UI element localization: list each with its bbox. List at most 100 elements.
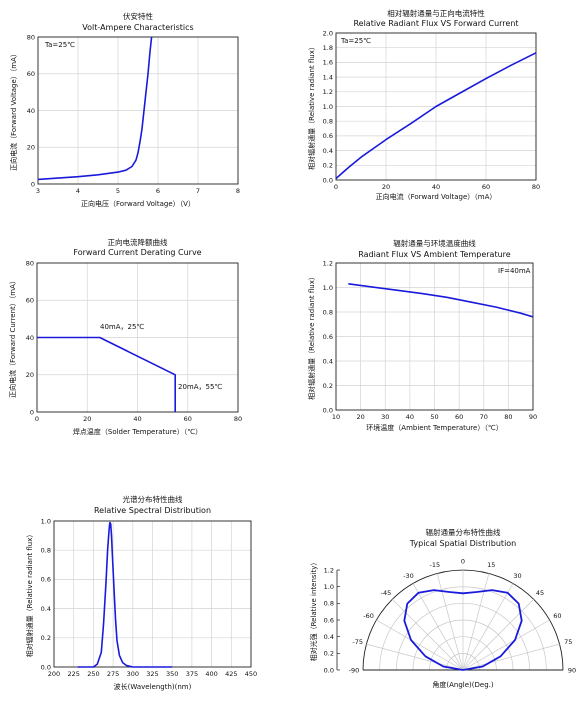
- y-tick-label: 0.0: [323, 176, 333, 184]
- y-tick-label: 0.4: [41, 605, 51, 613]
- x-tick-label: 5: [116, 187, 120, 195]
- angle-label: 45: [536, 589, 544, 597]
- y-tick-label: 0.8: [323, 308, 333, 316]
- y-tick-label: 1.6: [323, 59, 333, 67]
- x-tick-label: 7: [196, 187, 200, 195]
- x-tick-label: 70: [480, 413, 488, 421]
- chart-4: 辐射通量与环境温度曲线 Radiant Flux VS Ambient Tempe…: [307, 238, 537, 432]
- x-tick-label: 10: [332, 413, 340, 421]
- y-tick-label: 80: [26, 259, 34, 267]
- spatial-distribution-curve: [403, 589, 523, 671]
- x-tick-label: 225: [67, 670, 79, 678]
- plot-frame: [335, 262, 534, 411]
- radial-tick-label: 0.6: [324, 616, 334, 624]
- angle-label: 75: [564, 638, 572, 646]
- x-tick-label: 0: [35, 415, 39, 423]
- point-label-1: 40mA，25℃: [100, 323, 144, 331]
- x-tick-label: 90: [529, 413, 537, 421]
- x-tick-label: 8: [236, 187, 240, 195]
- y-tick-label: 0: [30, 408, 34, 416]
- x-tick-label: 40: [432, 183, 440, 191]
- angle-label: 90: [568, 666, 576, 674]
- polar-spoke: [462, 599, 534, 671]
- y-tick-label: 1.2: [323, 88, 333, 96]
- y-tick-label: 0.6: [323, 333, 333, 341]
- chart-6: 辐射通量分布特性曲线 Typical Spatial Distribution -9…: [309, 527, 576, 689]
- x-tick-label: 80: [532, 183, 540, 191]
- x-tick-label: 375: [186, 670, 198, 678]
- angle-label: 0: [461, 557, 465, 565]
- polar-spoke: [462, 643, 560, 671]
- angle-label: 60: [553, 612, 561, 620]
- y-tick-label: 1.4: [323, 73, 333, 81]
- x-axis-label: 角度(Angle)(Deg.): [432, 680, 493, 689]
- x-axis-label: 正向电流（Forward Voltage）（mA）: [376, 192, 497, 201]
- y-tick-label: 0.8: [41, 547, 51, 555]
- y-tick-label: 2.0: [323, 29, 333, 37]
- x-tick-label: 6: [156, 187, 160, 195]
- radial-tick-label: 0.0: [324, 666, 334, 674]
- condition-label: Ta=25℃: [44, 41, 75, 49]
- y-tick-label: 0.0: [41, 663, 51, 671]
- angle-label: -75: [352, 638, 363, 646]
- y-axis-label: 相对辐射通量（Relative radiant flux）: [307, 43, 316, 170]
- x-tick-label: 20: [356, 413, 364, 421]
- x-tick-label: 50: [430, 413, 438, 421]
- y-tick-label: 1.8: [323, 44, 333, 52]
- y-tick-label: 40: [26, 334, 34, 342]
- chart-title: Radiant Flux VS Ambient Temperature: [358, 250, 510, 259]
- radial-tick-label: 1.0: [324, 583, 334, 591]
- radial-tick-label: 0.4: [324, 633, 334, 641]
- x-tick-label: 3: [36, 187, 40, 195]
- y-tick-label: 0.2: [41, 634, 51, 642]
- condition-label: IF=40mA: [498, 267, 531, 275]
- y-tick-label: 0.8: [323, 118, 333, 126]
- angle-label: -60: [363, 612, 374, 620]
- y-tick-label: 0.4: [323, 147, 333, 155]
- chart-title: Relative Spectral Distribution: [94, 506, 211, 515]
- polar-spoke: [462, 619, 550, 671]
- y-tick-label: 60: [27, 70, 35, 78]
- y-axis-label: 正向电流（Forward Current）（mA）: [8, 277, 17, 398]
- y-tick-label: 0.6: [41, 576, 51, 584]
- polar-spoke: [436, 573, 464, 671]
- y-tick-label: 0.2: [323, 382, 333, 390]
- x-tick-label: 60: [482, 183, 490, 191]
- radial-tick-label: 1.2: [324, 566, 334, 574]
- series-line: [77, 521, 173, 668]
- x-tick-label: 60: [184, 415, 192, 423]
- y-tick-label: 0.4: [323, 357, 333, 365]
- polar-spoke: [392, 599, 464, 671]
- y-axis-label: 相对光强（Relative intensity）: [309, 559, 318, 662]
- x-tick-label: 40: [133, 415, 141, 423]
- radial-tick-label: 0.2: [324, 650, 334, 658]
- y-tick-label: 0: [31, 180, 35, 188]
- y-tick-label: 1.0: [323, 103, 333, 111]
- radial-tick-label: 0.8: [324, 600, 334, 608]
- angle-label: 30: [513, 572, 521, 580]
- x-tick-label: 200: [48, 670, 60, 678]
- y-tick-label: 0.2: [323, 162, 333, 170]
- point-label-2: 20mA，55℃: [178, 383, 222, 391]
- x-tick-label: 250: [87, 670, 99, 678]
- angle-label: -45: [381, 589, 392, 597]
- chart-5: 光谱分布特性曲线 Relative Spectral Distribution 20…: [25, 494, 257, 691]
- condition-label: Ta=25℃: [340, 37, 371, 45]
- series-line: [37, 36, 153, 181]
- x-tick-label: 0: [334, 183, 338, 191]
- y-tick-label: 40: [27, 107, 35, 115]
- series-line: [37, 336, 176, 412]
- chart-title-cn: 正向电流降额曲线: [108, 237, 168, 247]
- x-tick-label: 60: [455, 413, 463, 421]
- x-axis-label: 焊点温度（Solder Temperature）（℃）: [73, 427, 202, 436]
- chart-title: Typical Spatial Distribution: [409, 539, 517, 548]
- polar-spoke: [366, 643, 464, 671]
- y-tick-label: 80: [27, 33, 35, 41]
- x-axis-label: 波长(Wavelength)(nm): [114, 682, 192, 691]
- plot-frame: [335, 32, 537, 181]
- x-tick-label: 350: [166, 670, 178, 678]
- chart-title-cn: 辐射通量分布特性曲线: [426, 527, 501, 537]
- chart-title: Forward Current Derating Curve: [73, 248, 201, 257]
